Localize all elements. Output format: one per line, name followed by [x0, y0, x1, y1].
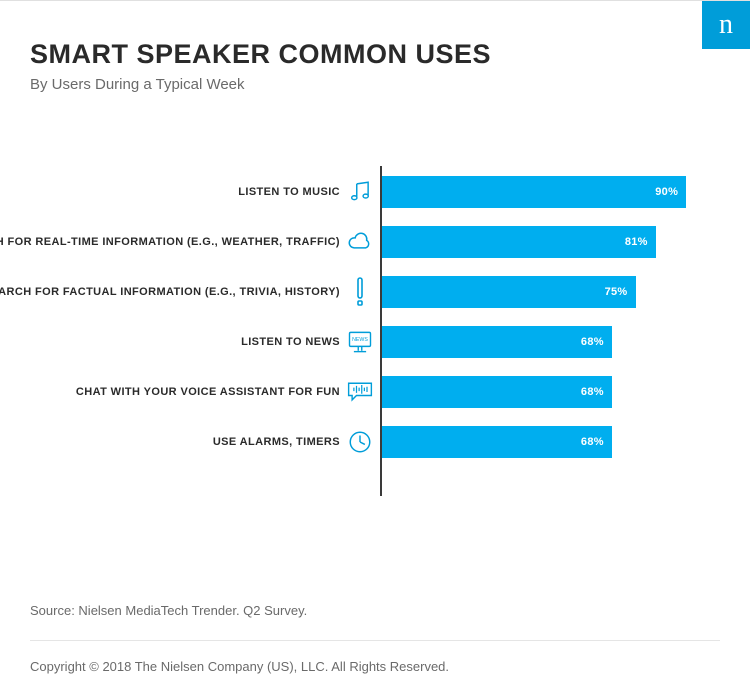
bar: 75%: [382, 276, 636, 308]
bar-wrap: 68%: [382, 326, 720, 358]
bar: 90%: [382, 176, 686, 208]
bar-wrap: 90%: [382, 176, 720, 208]
bar-value: 68%: [581, 336, 604, 348]
chart-card: n SMART SPEAKER COMMON USES By Users Dur…: [0, 0, 750, 692]
chart-title: SMART SPEAKER COMMON USES: [30, 39, 720, 70]
bar-wrap: 75%: [382, 276, 720, 308]
bar: 68%: [382, 426, 612, 458]
chart-row: SEARCH FOR FACTUAL INFORMATION (E.G., TR…: [30, 276, 720, 308]
bar: 68%: [382, 326, 612, 358]
svg-text:NEWS: NEWS: [352, 337, 368, 343]
bar-chart: LISTEN TO MUSIC 90% SEARCH FOR REAL-TIME I…: [30, 176, 720, 486]
chart-row: CHAT WITH YOUR VOICE ASSISTANT FOR FUN 68…: [30, 376, 720, 408]
chart-row: SEARCH FOR REAL-TIME INFORMATION (E.G., …: [30, 226, 720, 258]
chart-subtitle: By Users During a Typical Week: [30, 76, 720, 93]
bar-value: 81%: [625, 236, 648, 248]
chart-row: LISTEN TO MUSIC 90%: [30, 176, 720, 208]
bar-wrap: 81%: [382, 226, 720, 258]
clock-icon: [344, 426, 376, 458]
row-label: USE ALARMS, TIMERS: [213, 436, 340, 448]
exclaim-icon: [344, 276, 376, 308]
row-label: LISTEN TO NEWS: [241, 336, 340, 348]
bar-value: 68%: [581, 386, 604, 398]
brand-logo-letter: n: [719, 9, 733, 41]
source-line: Source: Nielsen MediaTech Trender. Q2 Su…: [30, 603, 307, 618]
copyright-line: Copyright © 2018 The Nielsen Company (US…: [30, 640, 720, 692]
cloud-icon: [344, 226, 376, 258]
bar: 81%: [382, 226, 656, 258]
music-icon: [344, 176, 376, 208]
row-label: SEARCH FOR FACTUAL INFORMATION (E.G., TR…: [0, 286, 340, 298]
row-label: SEARCH FOR REAL-TIME INFORMATION (E.G., …: [0, 236, 340, 248]
news-icon: NEWS: [344, 326, 376, 358]
bar-value: 75%: [605, 286, 628, 298]
brand-logo: n: [702, 1, 750, 49]
row-label: CHAT WITH YOUR VOICE ASSISTANT FOR FUN: [76, 386, 340, 398]
bar-wrap: 68%: [382, 376, 720, 408]
bar-value: 90%: [655, 186, 678, 198]
bar-wrap: 68%: [382, 426, 720, 458]
bar-value: 68%: [581, 436, 604, 448]
bar: 68%: [382, 376, 612, 408]
chart-row: LISTEN TO NEWS NEWS 68%: [30, 326, 720, 358]
row-label: LISTEN TO MUSIC: [238, 186, 340, 198]
chart-row: USE ALARMS, TIMERS 68%: [30, 426, 720, 458]
chat-icon: [344, 376, 376, 408]
